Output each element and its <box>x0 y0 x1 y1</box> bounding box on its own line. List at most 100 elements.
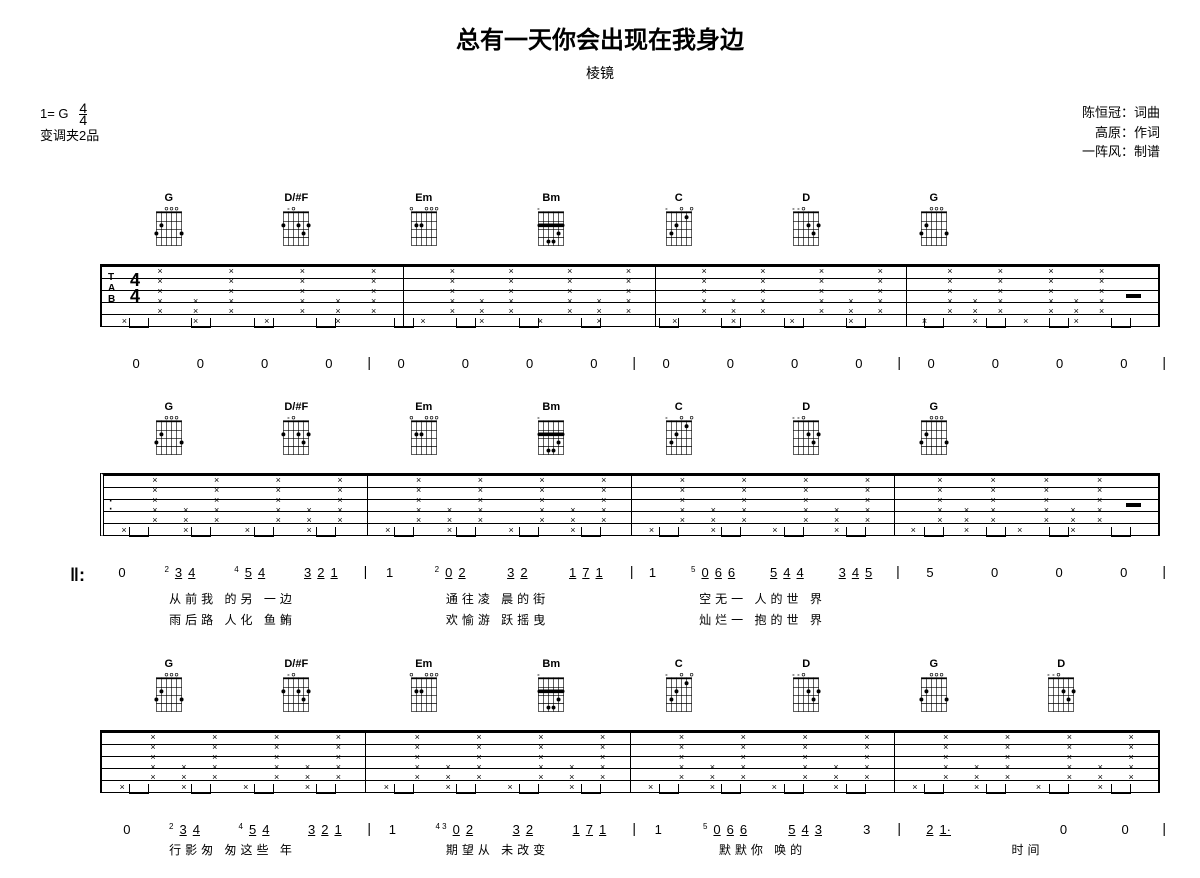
lyric-row-2: 雨后路 人化 鱼鲔欢愉游 跃摇曳灿烂一 抱的世 界 <box>100 611 1160 628</box>
chord-diagram: G <box>140 401 198 465</box>
jianpu-note: 3 <box>839 565 846 586</box>
jianpu-note: 0 <box>197 356 204 371</box>
chord-diagram: D/#F × <box>268 658 326 722</box>
jianpu-note: 4 <box>852 565 859 586</box>
jianpu-note: 5 <box>788 822 795 837</box>
jianpu-measure: 0234454321| <box>95 565 361 586</box>
jianpu-note: 0 <box>713 822 720 837</box>
jianpu-note: 4 <box>262 822 269 837</box>
svg-text:×: × <box>287 415 290 420</box>
jianpu-row: 0000|0000|0000|0000| <box>100 356 1160 371</box>
measure: ×××××××××××××××××××××××××××× <box>368 475 632 535</box>
jianpu-note: 1 <box>599 822 606 837</box>
lyric-row-1: 行影匆 匆这些 年期望从 未改变默默你 唤的时间 <box>100 841 1160 858</box>
chord-name-label: D/#F <box>268 658 326 670</box>
chord-name-label: Em <box>395 192 453 204</box>
chord-name-label: C <box>650 401 708 413</box>
chord-name-label: G <box>905 401 963 413</box>
jianpu-note: 0 <box>325 356 332 371</box>
jianpu-note: 0 <box>453 822 460 837</box>
beam-row <box>100 535 1160 547</box>
jianpu-note: 4 <box>796 565 803 586</box>
lyric-measure: 从前我 的另 一边 <box>100 590 365 607</box>
tab-staff: TAB44×××××××××××××××××××××××××××××××××××… <box>100 264 1160 327</box>
jianpu-note: 6 <box>740 822 747 837</box>
jianpu-note: 1 <box>386 565 393 586</box>
jianpu-note: 4 <box>188 565 195 586</box>
jianpu-note: 2 <box>321 822 328 837</box>
chord-diagram: C × <box>650 401 708 465</box>
jianpu-measure: 15066544345| <box>627 565 893 586</box>
measure: ×××××××××××××××××××××××××××× <box>102 732 366 792</box>
jianpu-measure: 0000| <box>100 356 365 371</box>
jianpu-note: 2 <box>317 565 324 586</box>
jianpu-note: 1· <box>939 822 951 837</box>
rest-icon <box>1126 294 1141 298</box>
jianpu-note: 0 <box>1056 356 1063 371</box>
lyric-measure: 行影匆 匆这些 年 <box>100 841 365 858</box>
lyric-row-1: 从前我 的另 一边通往凌 晨的街空无一 人的世 界 <box>100 590 1160 607</box>
jianpu-measure: 0234454321| <box>100 822 365 837</box>
chord-diagram: D ×× <box>778 658 836 722</box>
jianpu-note: 0 <box>445 565 452 586</box>
jianpu-note: 1 <box>331 565 338 586</box>
staff-system: G D/#F × Em Bm × <box>40 658 1160 858</box>
jianpu-note: 0 <box>123 822 130 837</box>
jianpu-note: 0 <box>1056 565 1063 586</box>
chord-name-label: D <box>778 658 836 670</box>
jianpu-measure: 150665433| <box>630 822 895 837</box>
svg-text:×: × <box>287 206 290 211</box>
jianpu-note: 5 <box>245 565 252 586</box>
measure: ×××××××××××××××××××××××××××× <box>895 475 1158 535</box>
chord-diagram: D ×× <box>1033 658 1091 722</box>
jianpu-note: 5 <box>926 565 933 586</box>
jianpu-note: 7 <box>586 822 593 837</box>
jianpu-note: 4 <box>802 822 809 837</box>
jianpu-row: 0234454321|14 30232171|150665433|21·00| <box>100 822 1160 837</box>
svg-text:×: × <box>537 415 540 420</box>
chord-name-label: C <box>650 192 708 204</box>
jianpu-note: 3 <box>513 822 520 837</box>
svg-text:×: × <box>792 672 795 677</box>
measure: ×××××××××××××××××××××××××××× <box>366 732 630 792</box>
beam-row <box>100 792 1160 804</box>
lyric-measure: 默默你 唤的 <box>630 841 895 858</box>
svg-text:×: × <box>792 415 795 420</box>
jianpu-note: 7 <box>582 565 589 586</box>
chord-name-label: Em <box>395 658 453 670</box>
barline-icon: | <box>1162 354 1166 370</box>
barline-icon: | <box>1162 820 1166 836</box>
svg-text:×: × <box>537 206 540 211</box>
chord-name-label: G <box>140 192 198 204</box>
chord-diagram: Bm × <box>523 192 581 256</box>
lyric-measure: 雨后路 人化 鱼鲔 <box>100 611 365 628</box>
jianpu-note: 6 <box>715 565 722 586</box>
jianpu-measure: 0000| <box>365 356 630 371</box>
jianpu-note: 2 <box>526 822 533 837</box>
jianpu-note: 0 <box>928 356 935 371</box>
chord-diagram: D ×× <box>778 401 836 465</box>
jianpu-note: 0 <box>791 356 798 371</box>
jianpu-note: 0 <box>727 356 734 371</box>
credit-lyricist: 高原：作词 <box>1082 123 1160 143</box>
jianpu-note: 0 <box>118 565 125 586</box>
chord-name-label: Bm <box>523 658 581 670</box>
staff-systems: G D/#F × Em Bm × <box>40 192 1160 858</box>
jianpu-measure: 14 30232171| <box>365 822 630 837</box>
jianpu-measure: 5000| <box>894 565 1160 586</box>
credit-composer: 陈恒冠：词曲 <box>1082 103 1160 123</box>
svg-text:×: × <box>1052 672 1055 677</box>
jianpu-note: 2 <box>466 822 473 837</box>
jianpu-note: 3 <box>175 565 182 586</box>
chord-diagram: Em <box>395 192 453 256</box>
lyric-measure: 空无一 人的世 界 <box>630 590 895 607</box>
jianpu-note: 1 <box>649 565 656 586</box>
svg-text:×: × <box>1047 672 1050 677</box>
jianpu-note: 3 <box>507 565 514 586</box>
jianpu-note: 0 <box>701 565 708 586</box>
chord-name-label: G <box>140 658 198 670</box>
jianpu-row: ‖:0234454321|120232171|15066544345|5000| <box>100 565 1160 586</box>
lyric-measure: 期望从 未改变 <box>365 841 630 858</box>
chord-diagram: C × <box>650 192 708 256</box>
jianpu-note: 1 <box>655 822 662 837</box>
